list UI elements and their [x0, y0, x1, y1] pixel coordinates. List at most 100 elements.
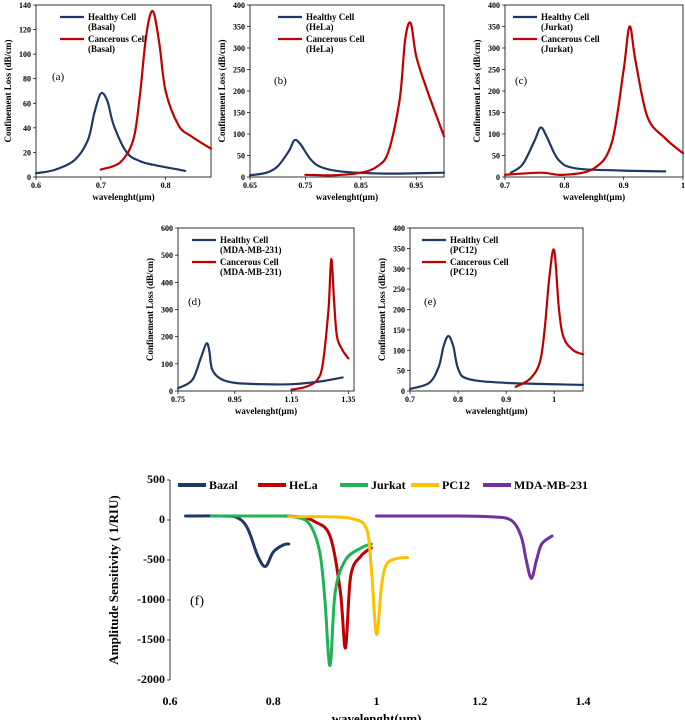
legend-label: Healthy Cell [541, 12, 590, 22]
y-tick-label: 400 [233, 1, 245, 10]
x-tick-label: 0.9 [501, 395, 511, 404]
x-axis-label: wavelenght(µm) [316, 192, 378, 202]
series-line [209, 514, 373, 650]
y-tick-label: 20 [23, 148, 31, 157]
y-axis-label: Confinement Loss (dB/cm) [3, 39, 13, 142]
chart-panel: 0 50 100 150 200 250 300 350 400 0.7 0.8 0.9 1 wavele… [377, 224, 585, 416]
x-tick-label: 1.4 [576, 694, 591, 708]
x-axis-label: wavelenght(µm) [332, 711, 422, 720]
chart-panel: -2000 -1500 -1000 -500 0 500 0.6 0.8 1 1.2 1.4 wave… [106, 472, 591, 720]
x-tick-label: 0.8 [266, 694, 281, 708]
y-tick-label: 350 [393, 244, 405, 253]
y-axis-label: Confinement Loss (dB/cm) [145, 258, 155, 361]
x-tick-label: 0.75 [171, 395, 185, 404]
x-tick-label: 0.8 [559, 181, 569, 190]
series-line [509, 126, 667, 174]
x-tick-label: 1 [552, 395, 556, 404]
x-tick-label: 1.35 [341, 395, 355, 404]
y-tick-label: 400 [161, 278, 173, 287]
y-tick-label: 60 [23, 99, 31, 108]
plot-frame [409, 227, 584, 392]
x-tick-label: 0.7 [96, 181, 106, 190]
legend-label: Bazal [209, 478, 238, 492]
chart-panel: 0 100 200 300 400 500 600 0.75 0.95 1.15 1.35 wavel… [145, 224, 355, 416]
legend-label: Cancerous Cell [450, 257, 509, 267]
x-tick-label: 0.95 [228, 395, 242, 404]
y-tick-label: 150 [488, 109, 500, 118]
y-tick-label: 200 [393, 306, 405, 315]
legend-label: Cancerous Cell [541, 34, 600, 44]
legend-label: Healthy Cell [88, 12, 137, 22]
series-line [99, 9, 213, 171]
x-tick-label: 0.95 [409, 181, 423, 190]
y-tick-label: 250 [233, 66, 245, 75]
y-axis-label: Amplitude Sensitivity ( 1/RIU) [106, 495, 121, 664]
x-tick-label: 1.2 [472, 694, 487, 708]
x-tick-label: 0.85 [354, 181, 368, 190]
plot-frame [504, 4, 684, 178]
legend-sublabel: (PC12) [450, 267, 477, 277]
y-tick-label: 80 [23, 75, 31, 84]
legend-sublabel: (MDA-MB-231) [220, 267, 281, 277]
y-tick-label: 250 [488, 66, 500, 75]
legend-sublabel: (Basal) [88, 44, 115, 54]
y-tick-label: -1000 [137, 592, 165, 606]
panel-label: (d) [188, 296, 201, 308]
x-axis-label: wavelenght(µm) [92, 192, 154, 202]
y-axis-label: Confinement Loss (dB/cm) [472, 39, 482, 142]
panel-label: (a) [52, 71, 65, 83]
y-tick-label: 600 [161, 224, 173, 233]
y-tick-label: 50 [397, 367, 405, 376]
y-tick-label: 300 [233, 44, 245, 53]
y-tick-label: 150 [233, 109, 245, 118]
y-tick-label: 120 [19, 26, 31, 35]
legend-sublabel: (PC12) [450, 245, 477, 255]
x-tick-label: 0.6 [163, 694, 178, 708]
x-axis-label: wavelenght(µm) [465, 406, 527, 416]
x-tick-label: 0.8 [161, 181, 171, 190]
y-tick-label: -500 [143, 552, 165, 566]
y-tick-label: 100 [488, 130, 500, 139]
y-tick-label: 200 [488, 87, 500, 96]
x-tick-label: 0.8 [453, 395, 463, 404]
legend-label: Cancerous Cell [88, 34, 147, 44]
plot-frame [249, 4, 445, 178]
y-tick-label: 100 [161, 360, 173, 369]
legend-sublabel: (HeLa) [306, 22, 334, 32]
series-line [34, 91, 187, 175]
x-tick-label: 1 [374, 694, 380, 708]
series-line [375, 514, 554, 580]
x-tick-label: 0.65 [243, 181, 257, 190]
y-tick-label: 500 [161, 251, 173, 260]
panel-label: (e) [424, 296, 437, 308]
y-tick-label: 0 [401, 387, 405, 396]
panel-label: (f) [190, 594, 204, 609]
series-line [503, 25, 685, 177]
legend-label: Healthy Cell [450, 235, 499, 245]
x-axis-label: wavelenght(µm) [563, 192, 625, 202]
x-tick-label: 1.15 [285, 395, 299, 404]
y-tick-label: 0 [169, 387, 173, 396]
y-tick-label: 500 [147, 472, 165, 486]
y-tick-label: 100 [393, 346, 405, 355]
y-tick-label: 200 [233, 87, 245, 96]
legend-sublabel: (Jurkat) [541, 44, 573, 54]
series-line [304, 21, 446, 177]
series-line [184, 514, 291, 568]
plot-frame [35, 4, 212, 178]
y-tick-label: 350 [488, 23, 500, 32]
y-tick-label: 400 [488, 1, 500, 10]
y-tick-label: -1500 [137, 632, 165, 646]
chart-panel: 0 20 40 60 80 100 120 140 0.6 0.7 0.8 wavelenght(µm… [3, 1, 213, 202]
y-tick-label: 50 [492, 152, 500, 161]
y-tick-label: 140 [19, 1, 31, 10]
y-tick-label: 300 [393, 265, 405, 274]
x-tick-label: 0.7 [405, 395, 415, 404]
chart-panel: 0 50 100 150 200 250 300 350 400 0.7 0.8 0.9 1 wavele… [472, 1, 685, 202]
y-tick-label: 0 [241, 173, 245, 182]
y-tick-label: 300 [161, 306, 173, 315]
x-tick-label: 0.9 [619, 181, 629, 190]
y-tick-label: 0 [27, 173, 31, 182]
legend-label: MDA-MB-231 [514, 478, 588, 492]
y-tick-label: 400 [393, 224, 405, 233]
